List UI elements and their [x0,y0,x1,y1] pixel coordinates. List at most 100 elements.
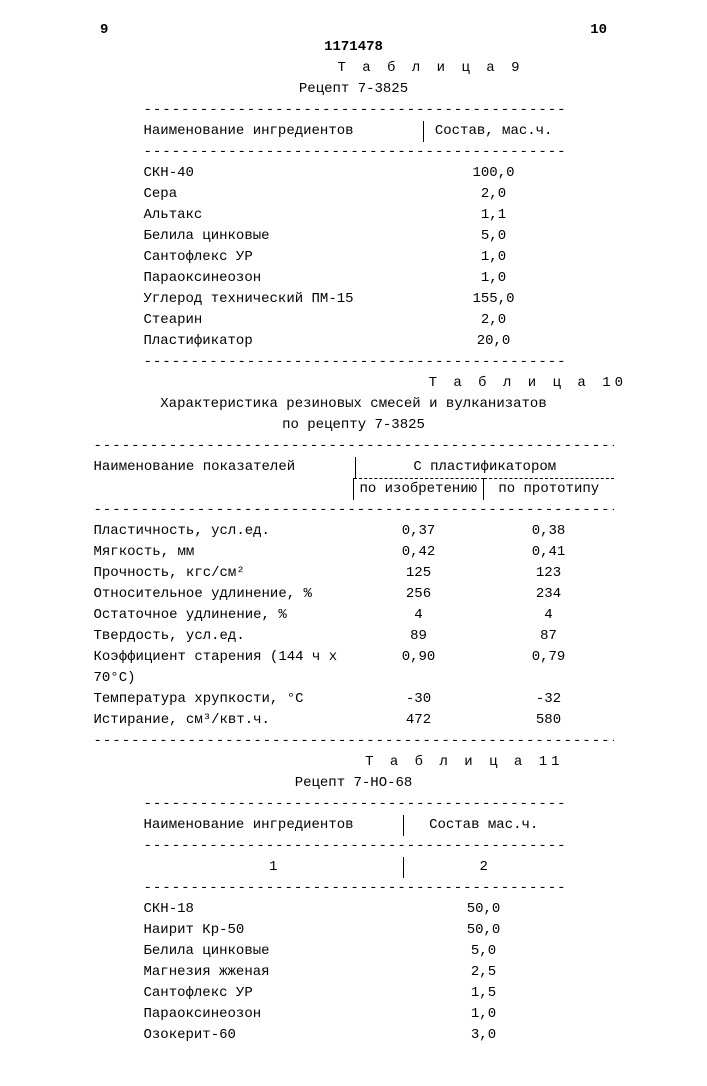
table-11: Т а б л и ц а 11 Рецепт 7-НО-68 --------… [144,752,564,1046]
table-row: Белила цинковые5,0 [144,226,564,247]
table-11-colnums: 1 2 [144,857,564,878]
cell-val: 5,0 [424,226,564,247]
cell-v1: 89 [354,626,484,647]
cell-name: Сантофлекс УР [144,247,424,268]
cell-v1: 125 [354,563,484,584]
table-11-head-val: Состав мас.ч. [404,815,564,836]
cell-name: Параоксинеозон [144,268,424,289]
cell-name: Пластичность, усл.ед. [94,521,354,542]
divider: ----------------------------------------… [144,836,564,857]
table-row: Пластификатор20,0 [144,331,564,352]
table-row: Сантофлекс УР1,0 [144,247,564,268]
table-11-recipe: Рецепт 7-НО-68 [144,773,564,794]
cell-name: Температура хрупкости, °С [94,689,354,710]
cell-name: Коэффициент старения (144 ч х 70°С) [94,647,354,689]
col-num-2: 2 [404,857,564,878]
cell-name: Относительное удлинение, % [94,584,354,605]
cell-v2: 123 [484,563,614,584]
cell-v1: -30 [354,689,484,710]
col-num-1: 1 [144,857,404,878]
table-9-head-val: Состав, мас.ч. [424,121,564,142]
table-10-subheader: по изобретению по прототипу [94,478,614,500]
cell-val: 1,5 [404,983,564,1004]
cell-name: Остаточное удлинение, % [94,605,354,626]
cell-val: 50,0 [404,899,564,920]
cell-name: Белила цинковые [144,941,404,962]
cell-val: 1,0 [424,247,564,268]
table-10-caption1: Характеристика резиновых смесей и вулкан… [94,394,614,415]
cell-name: Наирит Кр-50 [144,920,404,941]
table-row: Твердость, усл.ед.8987 [94,626,614,647]
cell-name: СКН-18 [144,899,404,920]
divider: ----------------------------------------… [144,100,564,121]
divider: ----------------------------------------… [144,352,564,373]
cell-val: 20,0 [424,331,564,352]
table-row: Магнезия жженая2,5 [144,962,564,983]
cell-name: Озокерит-60 [144,1025,404,1046]
table-row: Белила цинковые5,0 [144,941,564,962]
divider: ----------------------------------------… [144,142,564,163]
table-10-header: Наименование показателей С пластификатор… [94,457,614,478]
cell-name: Белила цинковые [144,226,424,247]
table-9: Т а б л и ц а 9 Рецепт 7-3825 ----------… [144,58,564,373]
cell-v1: 0,37 [354,521,484,542]
cell-val: 50,0 [404,920,564,941]
table-10-title: Т а б л и ц а 10 [40,373,667,394]
table-11-header: Наименование ингредиентов Состав мас.ч. [144,815,564,836]
cell-v2: 0,41 [484,542,614,563]
cell-v2: -32 [484,689,614,710]
cell-val: 3,0 [404,1025,564,1046]
table-row: Мягкость, мм0,420,41 [94,542,614,563]
divider: ----------------------------------------… [94,436,614,457]
table-9-head-name: Наименование ингредиентов [144,121,424,142]
table-row: Остаточное удлинение, %44 [94,605,614,626]
table-row: СКН-1850,0 [144,899,564,920]
page: 9 10 1171478 Т а б л и ц а 9 Рецепт 7-38… [0,0,707,1086]
table-10-head-name: Наименование показателей [94,457,357,478]
cell-name: Прочность, кгс/см² [94,563,354,584]
cell-name: Стеарин [144,310,424,331]
table-11-head-name: Наименование ингредиентов [144,815,404,836]
table-10-sub1: по изобретению [354,478,485,500]
cell-v2: 0,79 [484,647,614,689]
cell-name: Сантофлекс УР [144,983,404,1004]
table-row: Наирит Кр-5050,0 [144,920,564,941]
table-row: Относительное удлинение, %256234 [94,584,614,605]
table-row: Альтакс1,1 [144,205,564,226]
cell-v1: 256 [354,584,484,605]
cell-val: 2,0 [424,184,564,205]
divider: ----------------------------------------… [94,500,614,521]
table-10-sub2: по прототипу [484,478,614,500]
cell-v2: 4 [484,605,614,626]
cell-v2: 0,38 [484,521,614,542]
table-row: Коэффициент старения (144 ч х 70°С)0,900… [94,647,614,689]
cell-val: 1,1 [424,205,564,226]
table-9-header: Наименование ингредиентов Состав, мас.ч. [144,121,564,142]
table-10: ----------------------------------------… [94,436,614,752]
cell-val: 155,0 [424,289,564,310]
cell-v1: 0,90 [354,647,484,689]
cell-name: Мягкость, мм [94,542,354,563]
cell-name: Истирание, см³/квт.ч. [94,710,354,731]
table-9-recipe: Рецепт 7-3825 [144,79,564,100]
table-row: Сера2,0 [144,184,564,205]
cell-name: Сера [144,184,424,205]
cell-v1: 4 [354,605,484,626]
cell-val: 2,0 [424,310,564,331]
cell-val: 5,0 [404,941,564,962]
cell-name: Параоксинеозон [144,1004,404,1025]
page-num-left: 9 [100,20,108,41]
divider: ----------------------------------------… [144,878,564,899]
cell-v2: 580 [484,710,614,731]
table-row: Истирание, см³/квт.ч.472580 [94,710,614,731]
cell-name: Углерод технический ПМ-15 [144,289,424,310]
cell-val: 1,0 [404,1004,564,1025]
table-row: Температура хрупкости, °С-30-32 [94,689,614,710]
table-row: Параоксинеозон1,0 [144,1004,564,1025]
spacer [94,478,354,500]
divider: ----------------------------------------… [144,794,564,815]
cell-name: Пластификатор [144,331,424,352]
cell-v2: 234 [484,584,614,605]
table-row: Прочность, кгс/см²125123 [94,563,614,584]
table-row: Стеарин2,0 [144,310,564,331]
